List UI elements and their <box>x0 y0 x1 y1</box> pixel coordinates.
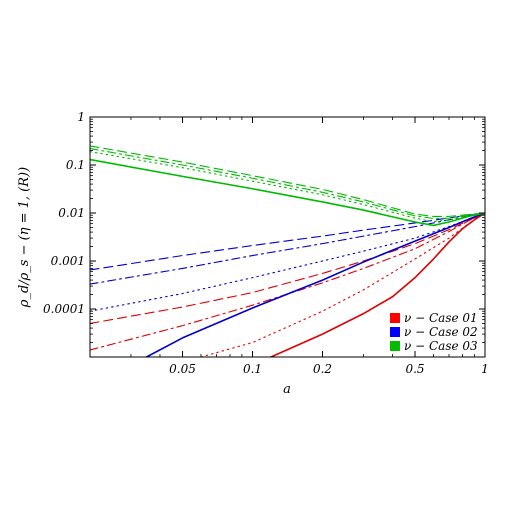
series-line-10 <box>90 148 485 219</box>
series-line-5 <box>90 212 485 312</box>
x-tick-label: 0.05 <box>169 362 196 376</box>
x-axis-label: a <box>283 382 291 397</box>
x-tick-label: 0.5 <box>405 362 424 376</box>
plot-frame <box>89 116 486 358</box>
y-tick-label: 0.1 <box>66 158 85 172</box>
series-line-2 <box>90 212 485 351</box>
series-line-3 <box>90 212 485 325</box>
series-line-9 <box>90 151 485 223</box>
series-line-11 <box>90 145 485 217</box>
series-layer <box>90 145 485 357</box>
series-line-7 <box>90 212 485 271</box>
legend-label: ν − Case 02 <box>404 325 478 339</box>
series-line-0 <box>270 212 485 357</box>
series-line-1 <box>200 212 485 357</box>
legend-swatch <box>390 313 400 323</box>
legend-label: ν − Case 01 <box>404 311 478 325</box>
y-tick-label: 0.0001 <box>43 302 85 316</box>
ticks-layer: 0.05 0.1 0.2 0.5 1 0.0001 0.001 0.01 0.1 1 <box>43 110 489 376</box>
series-line-4 <box>145 212 485 357</box>
y-axis-label: ρ_d/ρ_s − (η = 1, (R)) <box>17 167 32 308</box>
x-tick-label: 0.2 <box>313 362 332 376</box>
x-tick-label: 1 <box>481 362 489 376</box>
legend: ν − Case 01ν − Case 02ν − Case 03 <box>390 311 478 353</box>
legend-label: ν − Case 03 <box>404 339 478 353</box>
y-tick-label: 1 <box>77 110 85 124</box>
series-line-8 <box>90 158 485 227</box>
y-tick-label: 0.01 <box>58 206 85 220</box>
y-tick-label: 0.001 <box>51 254 85 268</box>
x-tick-label: 0.1 <box>243 362 262 376</box>
legend-swatch <box>390 341 400 351</box>
legend-swatch <box>390 327 400 337</box>
